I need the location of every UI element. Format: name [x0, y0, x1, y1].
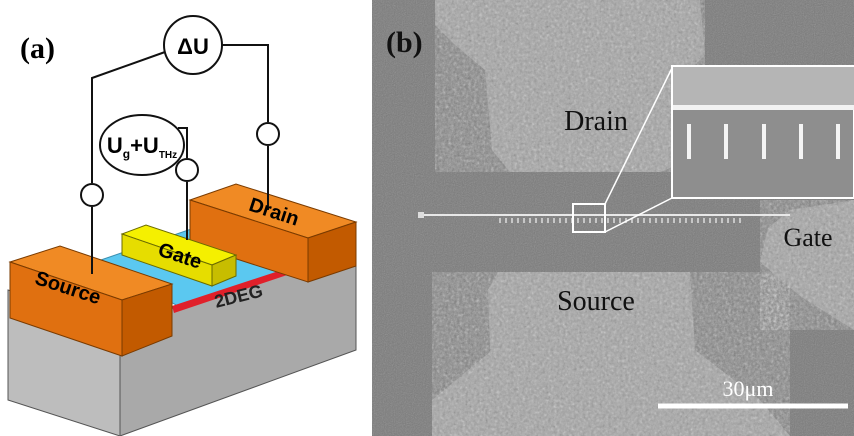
source-label: Source [557, 286, 635, 317]
drain-label: Drain [564, 106, 628, 137]
inset-band [673, 67, 854, 105]
terminal [176, 159, 198, 181]
bias-part: THz [159, 150, 177, 161]
gate-label: Gate [783, 223, 832, 252]
terminal [81, 184, 103, 206]
wire [222, 45, 268, 122]
terminal [257, 123, 279, 145]
delta-u-label: ΔU [177, 34, 209, 59]
panel-label: (a) [20, 32, 55, 65]
bias-part: U [143, 133, 159, 158]
scale-label: 30μm [723, 376, 774, 401]
bias-part: U [107, 133, 123, 158]
panel-a: (a) ΔU Ug+UTHz Drain Gate Source 2DEG [8, 16, 356, 436]
gate-end [418, 212, 424, 218]
bias-part: g [123, 147, 130, 161]
gate-fingers [500, 218, 740, 223]
panel-label: (b) [386, 26, 423, 59]
figure: (a) ΔU Ug+UTHz Drain Gate Source 2DEG [0, 0, 854, 436]
panel-b: (b) Drain Source Gate 30μm [372, 0, 854, 436]
bias-part: + [130, 133, 143, 158]
inset-gate-line [673, 105, 854, 110]
